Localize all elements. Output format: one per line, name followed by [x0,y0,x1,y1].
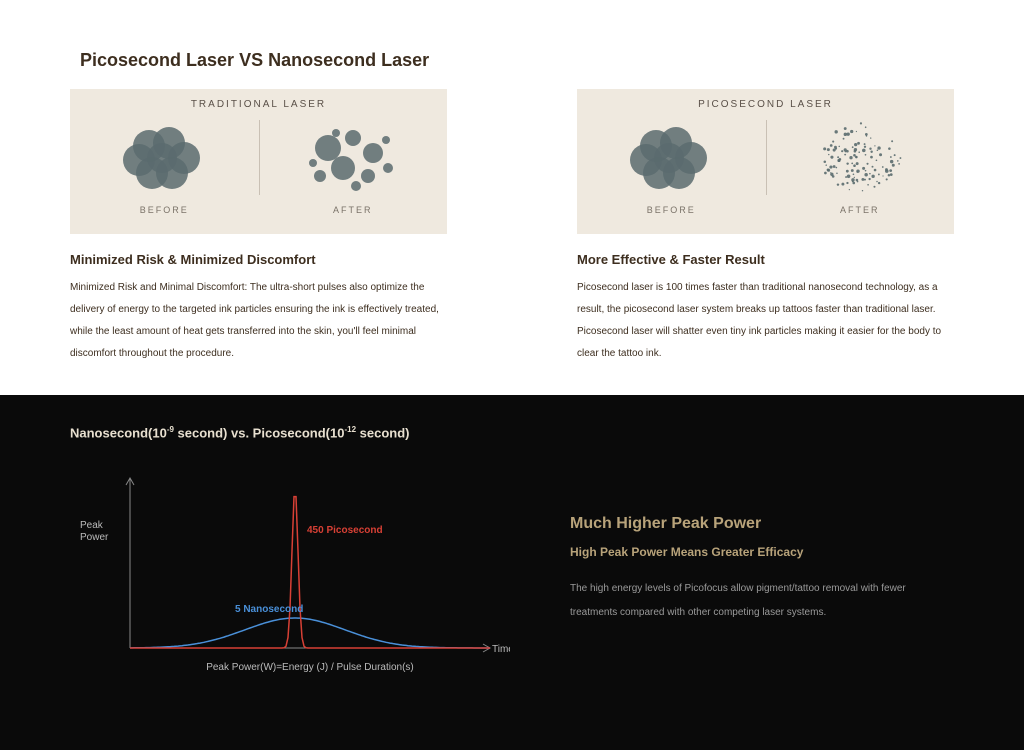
after-bubbles-icon [298,118,408,198]
desc-text: The high energy levels of Picofocus allo… [570,577,954,625]
chart-title-part: Nanosecond(10 [70,425,167,440]
svg-text:5 Nanosecond: 5 Nanosecond [235,604,303,615]
left-after [259,110,448,205]
left-before [70,110,259,205]
svg-text:PeakPower: PeakPower [80,520,109,543]
right-heading: More Effective & Faster Result [577,252,954,267]
svg-text:450 Picosecond: 450 Picosecond [307,525,383,536]
diagram-title-right: PICOSECOND LASER [577,89,954,110]
chart-area: Nanosecond(10-9 second) vs. Picosecond(1… [70,425,530,710]
after-label: AFTER [259,205,448,215]
bottom-section: Nanosecond(10-9 second) vs. Picosecond(1… [0,395,1024,750]
chart-title-exp: -12 [344,425,356,434]
right-after [766,110,955,205]
left-text: Minimized Risk and Minimal Discomfort: T… [70,277,447,365]
desc-sub: High Peak Power Means Greater Efficacy [570,545,954,559]
peak-power-chart: PeakPower Time Peak Power(W)=Energy (J) / … [70,458,510,708]
chart-title: Nanosecond(10-9 second) vs. Picosecond(1… [70,425,530,440]
comparison-panels: TRADITIONAL LASER BEFORE AFTER Minimized… [70,89,954,365]
before-label: BEFORE [577,205,766,215]
picosecond-diagram: PICOSECOND LASER BEFORE AFTER [577,89,954,234]
left-panel: TRADITIONAL LASER BEFORE AFTER Minimized… [70,89,447,365]
svg-text:Peak Power(W)=Energy (J) / Pul: Peak Power(W)=Energy (J) / Pulse Duratio… [206,662,414,673]
before-label: BEFORE [70,205,259,215]
desc-title: Much Higher Peak Power [570,515,954,533]
after-label: AFTER [766,205,955,215]
main-title: Picosecond Laser VS Nanosecond Laser [80,50,954,71]
description-area: Much Higher Peak Power High Peak Power M… [570,425,954,710]
diagram-title-left: TRADITIONAL LASER [70,89,447,110]
right-panel: PICOSECOND LASER BEFORE AFTER More Effec… [577,89,954,365]
before-cluster-icon [114,118,214,198]
traditional-diagram: TRADITIONAL LASER BEFORE AFTER [70,89,447,234]
top-section: Picosecond Laser VS Nanosecond Laser TRA… [0,0,1024,395]
svg-text:Time: Time [492,644,510,655]
chart-title-part: second) vs. Picosecond(10 [174,425,345,440]
after-dots-icon [805,118,915,198]
before-cluster-icon [621,118,721,198]
left-heading: Minimized Risk & Minimized Discomfort [70,252,447,267]
chart-title-part: second) [356,425,409,440]
chart-title-exp: -9 [167,425,174,434]
right-text: Picosecond laser is 100 times faster tha… [577,277,954,365]
right-before [577,110,766,205]
